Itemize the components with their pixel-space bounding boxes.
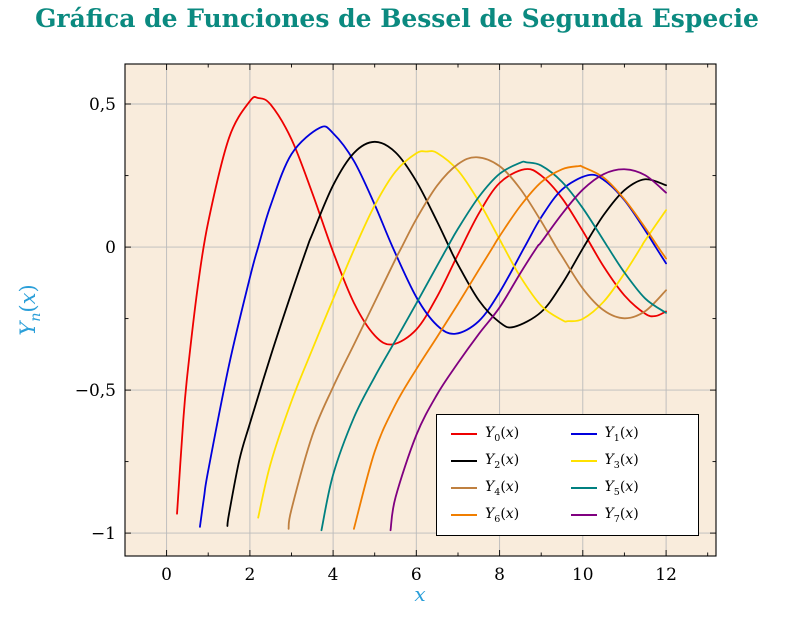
curve-Y4	[287, 156, 667, 530]
legend-swatch-y0	[451, 433, 477, 436]
legend-label-y2: Y2(x)	[485, 452, 520, 471]
legend-label-y0: Y0(x)	[485, 425, 520, 444]
legend-item-y2: Y2(x)	[451, 452, 571, 471]
x-tick-label: 0	[161, 565, 172, 585]
legend-swatch-y3	[570, 460, 597, 463]
x-axis-label: x	[414, 582, 426, 606]
y-tick-label: −1	[91, 524, 116, 544]
curve-Y7	[389, 168, 667, 532]
legend-label-y3: Y3(x)	[604, 452, 639, 471]
curve-Y0	[176, 96, 667, 515]
legend-label-y6: Y6(x)	[485, 506, 520, 525]
legend-swatch-y2	[451, 460, 477, 463]
legend-swatch-y7	[570, 514, 597, 517]
x-tick-label: 4	[328, 565, 339, 585]
curve-Y2	[226, 140, 667, 527]
legend-item-y1: Y1(x)	[570, 425, 691, 444]
legend-swatch-y4	[451, 487, 477, 490]
legend-label-y7: Y7(x)	[604, 506, 639, 525]
legend-swatch-y5	[570, 487, 597, 490]
x-tick-label: 6	[411, 565, 422, 585]
legend-item-y4: Y4(x)	[451, 479, 571, 498]
curve-Y1	[199, 125, 667, 528]
x-tick-label: 8	[494, 565, 505, 585]
chart-title: Gráfica de Funciones de Bessel de Segund…	[35, 4, 759, 33]
curve-Y3	[257, 150, 667, 519]
y-axis-label: Yn(x)	[15, 284, 45, 336]
legend-swatch-y1	[570, 433, 597, 436]
legend-swatch-y6	[451, 514, 477, 517]
y-tick-label: 0,5	[89, 95, 116, 115]
x-tick-label: 12	[655, 565, 677, 585]
legend-label-y5: Y5(x)	[604, 479, 639, 498]
legend-label-y1: Y1(x)	[604, 425, 639, 444]
x-tick-label: 10	[572, 565, 594, 585]
legend-item-y7: Y7(x)	[570, 506, 691, 525]
legend: Y0(x) Y1(x) Y2(x) Y3(x) Y4(x) Y5(x) Y6(x) Y7(x)	[436, 414, 699, 536]
curve-Y6	[353, 164, 667, 530]
curve-Y5	[320, 160, 667, 532]
legend-item-y6: Y6(x)	[451, 506, 571, 525]
x-tick-label: 2	[244, 565, 255, 585]
legend-item-y3: Y3(x)	[570, 452, 691, 471]
legend-item-y5: Y5(x)	[570, 479, 691, 498]
legend-item-y0: Y0(x)	[451, 425, 571, 444]
plot-border	[124, 63, 717, 557]
y-tick-label: 0	[105, 238, 116, 258]
y-tick-label: −0,5	[75, 381, 116, 401]
legend-label-y4: Y4(x)	[485, 479, 520, 498]
